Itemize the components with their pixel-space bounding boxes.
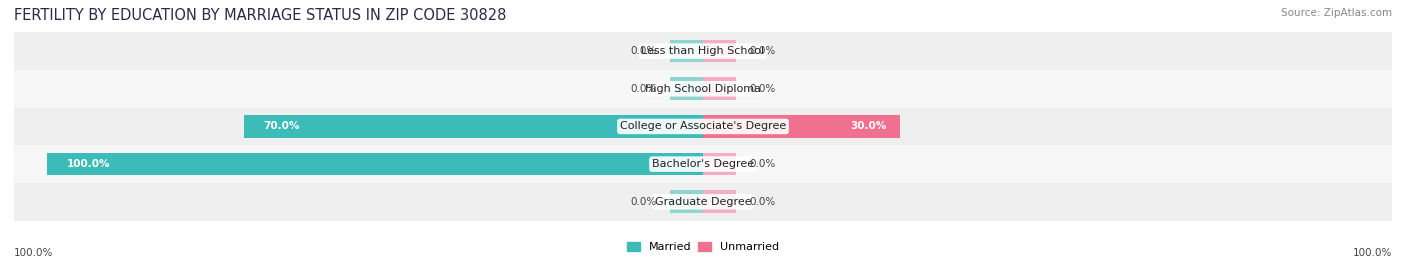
Bar	[14, 145, 1392, 183]
Text: Source: ZipAtlas.com: Source: ZipAtlas.com	[1281, 8, 1392, 18]
Text: 100.0%: 100.0%	[1353, 248, 1392, 258]
Bar	[703, 77, 735, 100]
Text: Bachelor's Degree: Bachelor's Degree	[652, 159, 754, 169]
Text: High School Diploma: High School Diploma	[645, 84, 761, 94]
Text: 0.0%: 0.0%	[749, 46, 775, 56]
Text: 0.0%: 0.0%	[749, 159, 775, 169]
Bar	[671, 77, 703, 100]
Bar	[14, 70, 1392, 108]
Bar	[14, 183, 1392, 221]
Text: 0.0%: 0.0%	[631, 84, 657, 94]
Text: 0.0%: 0.0%	[631, 46, 657, 56]
Bar	[14, 32, 1392, 70]
Text: 0.0%: 0.0%	[749, 197, 775, 207]
Bar	[14, 108, 1392, 145]
Bar	[703, 115, 900, 138]
Bar	[703, 153, 735, 175]
Bar	[671, 190, 703, 213]
Bar	[671, 40, 703, 62]
Bar	[703, 190, 735, 213]
Text: Graduate Degree: Graduate Degree	[655, 197, 751, 207]
Bar	[703, 40, 735, 62]
Text: 100.0%: 100.0%	[14, 248, 53, 258]
Text: 70.0%: 70.0%	[263, 121, 299, 132]
Text: 30.0%: 30.0%	[851, 121, 887, 132]
Text: Less than High School: Less than High School	[641, 46, 765, 56]
Bar	[243, 115, 703, 138]
Text: College or Associate's Degree: College or Associate's Degree	[620, 121, 786, 132]
Text: 0.0%: 0.0%	[749, 84, 775, 94]
Text: 100.0%: 100.0%	[66, 159, 110, 169]
Text: FERTILITY BY EDUCATION BY MARRIAGE STATUS IN ZIP CODE 30828: FERTILITY BY EDUCATION BY MARRIAGE STATU…	[14, 8, 506, 23]
Bar	[46, 153, 703, 175]
Legend: Married, Unmarried: Married, Unmarried	[621, 237, 785, 256]
Text: 0.0%: 0.0%	[631, 197, 657, 207]
